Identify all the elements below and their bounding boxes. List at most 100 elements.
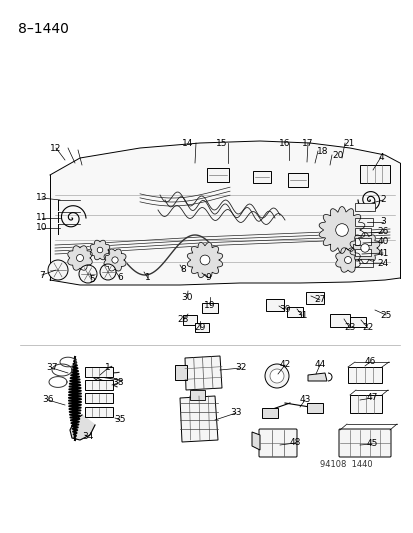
- Text: 14: 14: [182, 139, 193, 148]
- Text: 39: 39: [279, 305, 290, 314]
- Text: 37: 37: [46, 364, 57, 373]
- Bar: [85, 380, 113, 390]
- Polygon shape: [349, 232, 379, 264]
- FancyBboxPatch shape: [338, 429, 390, 457]
- Bar: [354, 249, 370, 256]
- Text: 44: 44: [313, 360, 325, 369]
- Bar: [349, 317, 365, 327]
- Text: 35: 35: [114, 416, 126, 424]
- Bar: [354, 238, 370, 245]
- Bar: [190, 390, 204, 400]
- Polygon shape: [68, 246, 92, 270]
- Bar: [354, 228, 370, 235]
- Text: 7: 7: [39, 271, 45, 279]
- Polygon shape: [307, 373, 326, 381]
- Text: 34: 34: [82, 432, 93, 441]
- Bar: [306, 403, 322, 413]
- Bar: [354, 218, 372, 226]
- Bar: [175, 365, 187, 380]
- Text: 19: 19: [204, 301, 215, 310]
- Bar: [261, 408, 277, 418]
- Polygon shape: [335, 248, 359, 272]
- Polygon shape: [187, 243, 222, 278]
- Text: 21: 21: [342, 139, 354, 148]
- Text: 42: 42: [279, 360, 290, 369]
- Text: 18: 18: [316, 147, 328, 156]
- Text: 33: 33: [230, 408, 241, 417]
- Bar: [349, 395, 381, 413]
- Circle shape: [360, 244, 368, 252]
- Text: 22: 22: [361, 324, 373, 333]
- Polygon shape: [185, 356, 221, 390]
- Text: 46: 46: [363, 358, 375, 367]
- Circle shape: [48, 260, 68, 280]
- Circle shape: [199, 255, 209, 265]
- Bar: [347, 367, 381, 383]
- Text: 94108  1440: 94108 1440: [319, 460, 372, 469]
- Text: 28: 28: [177, 316, 188, 325]
- Circle shape: [344, 256, 351, 263]
- FancyBboxPatch shape: [259, 429, 296, 457]
- Circle shape: [335, 224, 347, 236]
- Circle shape: [76, 254, 83, 262]
- Text: 43: 43: [299, 395, 310, 405]
- Text: 6: 6: [117, 273, 123, 282]
- Text: 32: 32: [235, 364, 246, 373]
- Bar: [266, 299, 283, 311]
- Text: 26: 26: [376, 228, 388, 237]
- Text: 24: 24: [377, 259, 388, 268]
- Bar: [206, 168, 228, 182]
- Text: 16: 16: [279, 139, 290, 148]
- Text: 38: 38: [112, 378, 123, 387]
- Text: 9: 9: [204, 273, 210, 282]
- Text: 23: 23: [344, 324, 355, 333]
- Bar: [287, 173, 307, 187]
- Text: 11: 11: [36, 214, 47, 222]
- Bar: [252, 171, 271, 183]
- Text: 3: 3: [379, 217, 385, 227]
- Text: 8: 8: [180, 265, 185, 274]
- Bar: [183, 315, 197, 325]
- Circle shape: [79, 265, 97, 283]
- Text: 12: 12: [50, 143, 62, 152]
- Bar: [286, 307, 302, 317]
- Text: 29: 29: [194, 324, 205, 333]
- Circle shape: [97, 247, 102, 253]
- Bar: [202, 303, 218, 313]
- Bar: [359, 165, 389, 183]
- Text: 15: 15: [216, 139, 227, 148]
- Text: 5: 5: [89, 276, 95, 285]
- Text: 27: 27: [313, 295, 325, 304]
- Polygon shape: [180, 396, 218, 442]
- Circle shape: [269, 369, 283, 383]
- Polygon shape: [90, 240, 109, 260]
- Bar: [354, 259, 372, 267]
- Bar: [85, 393, 113, 403]
- Bar: [195, 324, 209, 333]
- Polygon shape: [104, 249, 126, 271]
- Text: 25: 25: [380, 311, 391, 319]
- Circle shape: [100, 264, 116, 280]
- Text: 47: 47: [366, 393, 377, 402]
- Polygon shape: [252, 432, 259, 450]
- Polygon shape: [50, 141, 399, 285]
- Text: 31: 31: [296, 311, 307, 319]
- Text: 40: 40: [376, 238, 388, 246]
- Bar: [354, 203, 374, 211]
- Text: 1: 1: [145, 273, 150, 282]
- Text: 20: 20: [332, 150, 343, 159]
- Bar: [329, 313, 349, 327]
- Text: 13: 13: [36, 193, 47, 203]
- Text: 41: 41: [376, 248, 388, 257]
- Text: 8–1440: 8–1440: [18, 22, 69, 36]
- Text: 10: 10: [36, 223, 47, 232]
- Text: 30: 30: [181, 294, 192, 303]
- Polygon shape: [70, 415, 95, 440]
- Bar: [85, 407, 113, 417]
- Text: 4: 4: [377, 152, 383, 161]
- Circle shape: [112, 257, 118, 263]
- Text: 1: 1: [105, 364, 111, 373]
- Bar: [85, 367, 113, 377]
- Text: 17: 17: [301, 139, 313, 148]
- Circle shape: [264, 364, 288, 388]
